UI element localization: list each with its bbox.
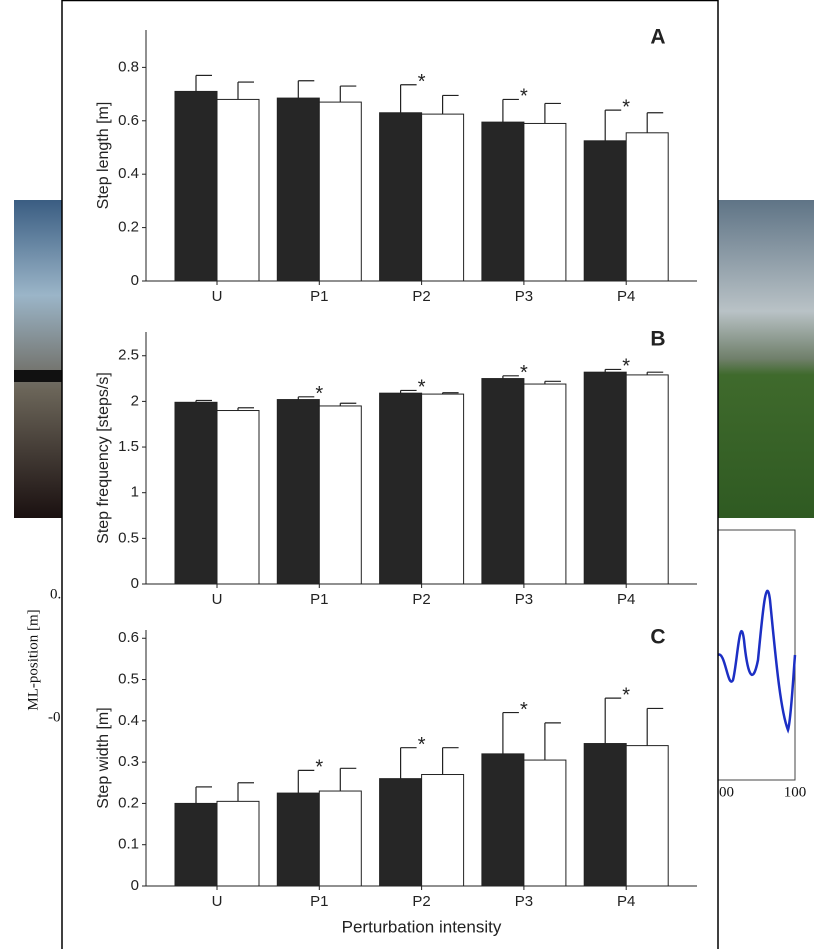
x-tick-label: P3 xyxy=(515,591,533,608)
panel-label: B xyxy=(650,328,665,351)
y-tick-label: 0.5 xyxy=(118,529,139,546)
bar-chart: 0 0.5 1 1.5 2 2.5 U P1 P2 P3 P4 * * * * B Step frequency… xyxy=(95,328,697,608)
left-photo xyxy=(14,200,64,518)
x-tick-label: P4 xyxy=(617,591,635,608)
x-tick-label: U xyxy=(212,893,223,910)
bar xyxy=(583,743,627,887)
x-tick-label: P2 xyxy=(412,288,430,305)
significance-star: * xyxy=(315,383,323,405)
bg-tick-label: -0. xyxy=(48,709,64,725)
y-tick-label: 0 xyxy=(131,877,139,894)
x-tick-label: P2 xyxy=(412,893,430,910)
bar xyxy=(276,399,320,585)
y-tick-label: 0.4 xyxy=(118,165,139,182)
x-tick-label: P1 xyxy=(310,288,328,305)
bar xyxy=(379,392,423,585)
bar xyxy=(523,122,567,282)
bar xyxy=(216,410,260,585)
y-tick-label: 0.1 xyxy=(118,836,139,853)
bar xyxy=(276,97,320,282)
y-axis-label: Step frequency [steps/s] xyxy=(95,372,112,544)
bar xyxy=(625,745,669,887)
y-tick-label: 0 xyxy=(131,575,139,592)
y-tick-label: 0.8 xyxy=(118,58,139,75)
x-tick-label: U xyxy=(212,288,223,305)
charts: 0 0.2 0.4 0.6 0.8 U P1 P2 P3 P4 * * * A Step length [m… xyxy=(95,26,697,936)
trace-line xyxy=(717,589,797,734)
x-tick-label: P1 xyxy=(310,591,328,608)
y-tick-label: 0.2 xyxy=(118,219,139,236)
x-tick-label: P4 xyxy=(617,288,635,305)
x-tick-label: P3 xyxy=(515,893,533,910)
y-tick-label: 1.5 xyxy=(118,438,139,455)
bar xyxy=(625,132,669,282)
background-figure: ML-position [m] 0. -0. 00 100 xyxy=(14,200,814,800)
significance-star: * xyxy=(520,86,528,108)
bar xyxy=(174,802,218,887)
significance-star: * xyxy=(622,684,630,706)
plot-frame xyxy=(717,529,796,781)
y-axis-label: Step width [m] xyxy=(95,707,112,808)
bar xyxy=(276,792,320,887)
significance-star: * xyxy=(622,356,630,378)
bar-chart: 0 0.2 0.4 0.6 0.8 U P1 P2 P3 P4 * * * A Step length [m… xyxy=(95,26,697,305)
bar xyxy=(174,90,218,282)
bar xyxy=(481,121,525,282)
bar xyxy=(216,98,260,282)
bar xyxy=(318,101,362,282)
y-tick-label: 2 xyxy=(131,392,139,409)
bar xyxy=(379,778,423,887)
x-tick-label: P1 xyxy=(310,893,328,910)
bar-chart: 0 0.1 0.2 0.3 0.4 0.5 0.6 U P1 P2 P3 P4 * * * * C Step wi… xyxy=(95,626,697,936)
bar xyxy=(318,405,362,585)
photo-frame xyxy=(14,370,64,382)
y-tick-label: 0.5 xyxy=(118,671,139,688)
x-tick-label: P3 xyxy=(515,288,533,305)
bg-tick-label: 0. xyxy=(50,586,61,602)
bar xyxy=(421,113,465,282)
y-tick-label: 0.6 xyxy=(118,112,139,129)
bar xyxy=(481,378,525,585)
y-tick-label: 2.5 xyxy=(118,347,139,364)
bar xyxy=(625,374,669,585)
significance-star: * xyxy=(520,362,528,384)
y-tick-label: 0.3 xyxy=(118,753,139,770)
bg-tick-label: 00 xyxy=(719,784,734,800)
significance-star: * xyxy=(315,757,323,779)
significance-star: * xyxy=(418,734,426,756)
panel-label: C xyxy=(650,626,665,649)
x-tick-label: U xyxy=(212,591,223,608)
panel-label: A xyxy=(650,26,665,49)
significance-star: * xyxy=(418,377,426,399)
y-tick-label: 0.6 xyxy=(118,629,139,646)
bar xyxy=(421,774,465,887)
y-tick-label: 1 xyxy=(131,484,139,501)
x-axis-label: Perturbation intensity xyxy=(342,917,502,936)
bg-y-label: ML-position [m] xyxy=(25,609,41,710)
significance-star: * xyxy=(418,71,426,93)
bg-tick-label: 100 xyxy=(784,784,807,800)
significance-star: * xyxy=(622,96,630,118)
x-tick-label: P4 xyxy=(617,893,635,910)
bar xyxy=(583,371,627,585)
right-photo xyxy=(716,200,814,518)
bar xyxy=(523,759,567,887)
bar xyxy=(216,800,260,887)
bar xyxy=(523,383,567,585)
bar xyxy=(379,112,423,282)
y-tick-label: 0.4 xyxy=(118,712,139,729)
x-tick-label: P2 xyxy=(412,591,430,608)
y-tick-label: 0 xyxy=(131,272,139,289)
y-axis-label: Step length [m] xyxy=(95,102,112,210)
bar xyxy=(481,753,525,887)
y-tick-label: 0.2 xyxy=(118,794,139,811)
bar xyxy=(318,790,362,887)
bar xyxy=(421,393,465,585)
significance-star: * xyxy=(520,699,528,721)
bar xyxy=(583,140,627,282)
bar xyxy=(174,401,218,585)
